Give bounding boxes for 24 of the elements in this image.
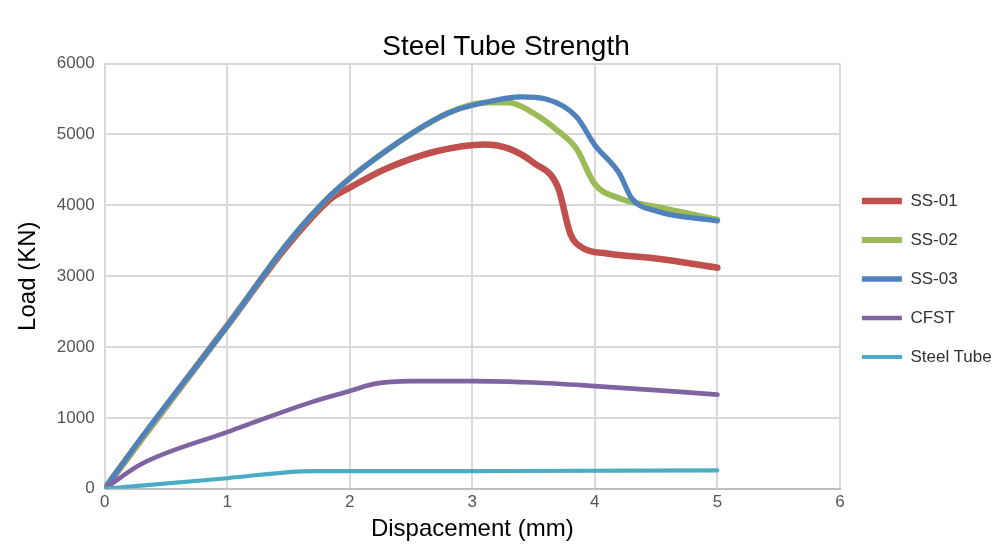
y-tick-label: 5000	[56, 124, 95, 144]
y-tick-label: 4000	[56, 195, 95, 215]
x-axis-title: Dispacement (mm)	[370, 514, 574, 542]
line-series	[104, 468, 720, 489]
x-tick-label: 0	[99, 491, 110, 511]
x-tick-label: 6	[835, 491, 845, 511]
x-tick-label: 4	[590, 491, 600, 511]
line-series	[104, 378, 720, 489]
x-tick-label: 3	[467, 491, 477, 511]
legend-label: CFST	[910, 307, 955, 327]
legend-label: SS-01	[910, 190, 958, 210]
y-tick-label: 1000	[56, 407, 95, 427]
y-tick-label: 3000	[56, 265, 95, 285]
y-axis-title: Load (KN)	[13, 221, 41, 331]
x-tick-label: 2	[344, 491, 355, 511]
chart-title: Steel Tube Strength	[382, 29, 630, 61]
x-tick-label: 1	[222, 491, 232, 511]
y-tick-label: 2000	[56, 336, 95, 356]
y-tick-label: 0	[85, 478, 95, 498]
y-tick-label: 6000	[56, 53, 95, 73]
x-tick-label: 5	[712, 491, 723, 511]
legend-label: SS-03	[910, 268, 958, 288]
legend-label: Steel Tube	[910, 346, 992, 366]
legend-label: SS-02	[910, 229, 958, 249]
